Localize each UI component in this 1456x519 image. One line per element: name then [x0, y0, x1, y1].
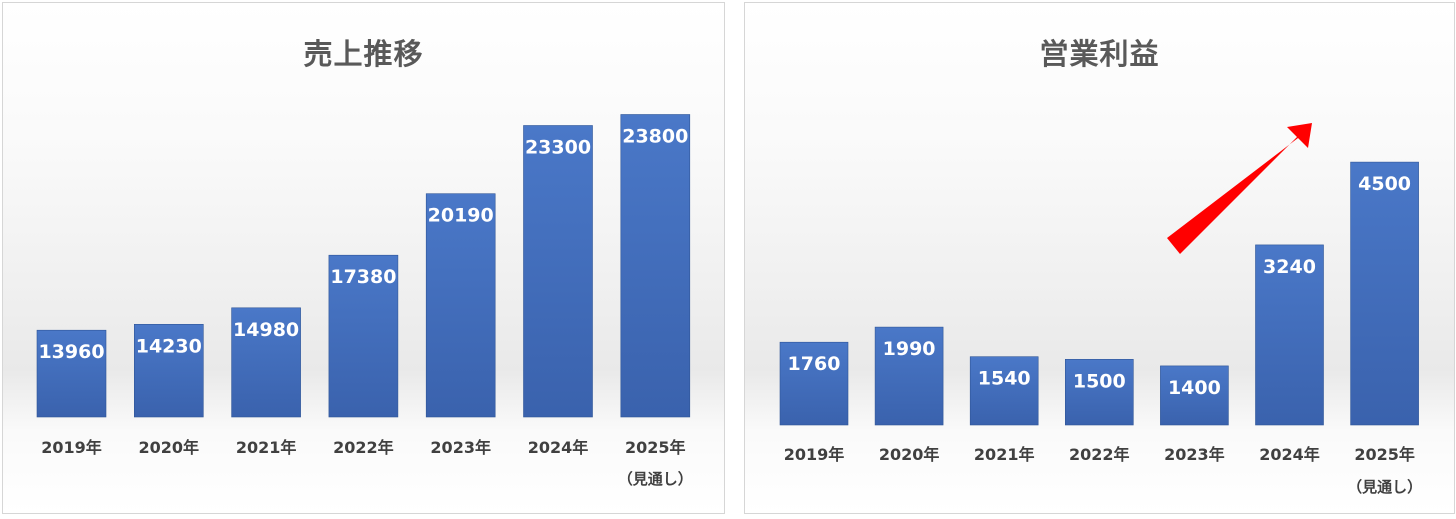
data-label: 1990 [883, 338, 936, 360]
x-tick-label: 2021年 [236, 438, 297, 457]
x-tick-label: 2020年 [879, 445, 940, 464]
sales-chart-plot: 13960 2019年 14230 2020年 14980 2021年 17380 2022年… [36, 114, 693, 488]
data-label: 13960 [38, 341, 104, 363]
data-label: 14980 [233, 319, 299, 341]
chart-title: 営業利益 [1039, 37, 1160, 71]
data-label: 14230 [136, 335, 202, 357]
bar [1350, 161, 1419, 426]
x-tick-label: 2021年 [974, 445, 1035, 464]
bar [425, 193, 496, 418]
bar [36, 329, 107, 418]
bar [328, 254, 399, 418]
bar [1160, 365, 1229, 426]
x-tick-label: 2024年 [1259, 445, 1320, 464]
operating-profit-chart-panel: 営業利益 1760 2019年 1990 2020年 1540 2021年 1500 2022… [744, 2, 1455, 514]
x-tick-label: 2022年 [333, 438, 394, 457]
data-label: 3240 [1263, 256, 1316, 278]
data-label: 23300 [525, 137, 591, 159]
bar [969, 356, 1039, 426]
x-tick-label: 2025年 [1354, 445, 1415, 464]
x-tick-label: 2023年 [430, 438, 491, 457]
data-label: 4500 [1358, 173, 1411, 195]
bar [1064, 358, 1134, 426]
bar [523, 125, 593, 418]
sales-chart-panel: 売上推移 13960 2019年 14230 2020年 14980 2021年 17380… [2, 2, 725, 514]
data-label: 20190 [428, 205, 494, 227]
x-tick-label: 2022年 [1069, 445, 1130, 464]
data-label: 17380 [330, 266, 396, 288]
x-tick-label: 2019年 [41, 438, 102, 457]
x-tick-note: （見通し） [618, 470, 693, 488]
bar [874, 326, 944, 426]
trend-arrow-icon [1167, 123, 1312, 254]
x-tick-label: 2019年 [784, 445, 845, 464]
data-label: 1760 [788, 353, 841, 375]
data-label: 1540 [978, 368, 1031, 390]
bar [1255, 244, 1324, 426]
bar [620, 114, 691, 418]
bar [134, 323, 204, 418]
operating-profit-chart-plot: 1760 2019年 1990 2020年 1540 2021年 1500 2022年 1400… [779, 123, 1422, 496]
x-tick-label: 2025年 [625, 438, 686, 457]
data-label: 1500 [1073, 370, 1126, 392]
x-tick-label: 2024年 [528, 438, 589, 457]
chart-title: 売上推移 [303, 37, 424, 71]
x-tick-note: （見通し） [1347, 478, 1422, 496]
bar [231, 307, 301, 418]
bar [779, 341, 849, 426]
data-label: 23800 [622, 126, 688, 148]
data-label: 1400 [1168, 377, 1221, 399]
x-tick-label: 2023年 [1164, 445, 1225, 464]
x-tick-label: 2020年 [139, 438, 200, 457]
